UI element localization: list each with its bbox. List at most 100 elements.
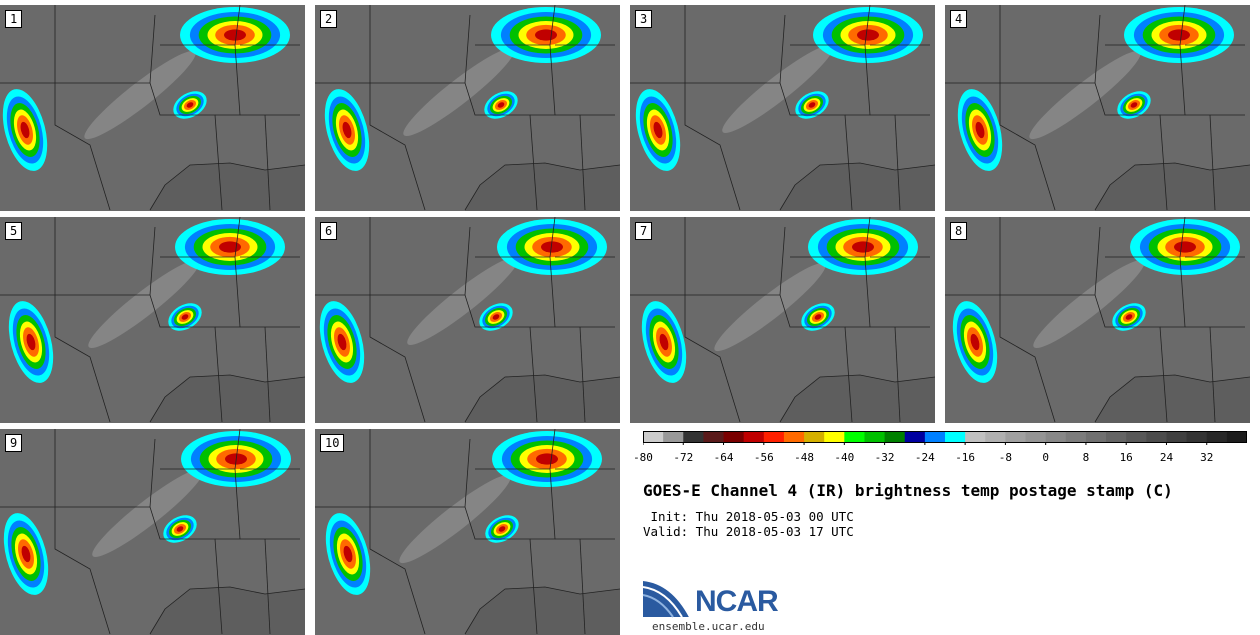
member-label: 8 <box>950 222 968 240</box>
state-boundary <box>464 294 538 423</box>
cloud-top-contour <box>852 241 874 253</box>
colorbar-swatch <box>985 431 1006 443</box>
cloud-top-contour <box>337 333 347 351</box>
gulf-area <box>150 587 305 635</box>
state-boundary <box>779 82 853 211</box>
state-boundary <box>464 162 620 211</box>
state-boundary <box>0 506 111 635</box>
colorbar-tick-label: -24 <box>914 451 935 464</box>
colorbar-swatch <box>884 431 906 443</box>
colorbar-swatch <box>1005 431 1027 443</box>
colorbar-swatch <box>683 431 704 443</box>
cloud-top-contour <box>497 102 505 108</box>
colorbar-swatch <box>1186 431 1208 443</box>
gulf-area <box>465 163 620 211</box>
colorbar-swatch <box>965 431 986 443</box>
cloud-top-contour <box>535 29 557 41</box>
cloud-top-contour <box>808 102 816 108</box>
state-boundary <box>1094 374 1250 423</box>
cloud-top-contour <box>1125 314 1133 320</box>
cloud-top-contour <box>498 526 506 532</box>
stamp-panel: 8 <box>945 217 1250 423</box>
state-boundary <box>894 114 901 211</box>
state-boundary <box>779 162 935 211</box>
stamp-panel: 1 <box>0 5 305 211</box>
state-boundary <box>464 374 620 423</box>
state-boundary <box>579 326 586 423</box>
state-boundary <box>1094 82 1168 211</box>
gulf-area <box>465 375 620 423</box>
colorbar-swatch <box>663 431 684 443</box>
state-boundary <box>779 294 853 423</box>
state-boundary <box>149 82 223 211</box>
ncar-logo-text: NCAR <box>695 585 779 618</box>
stamp-panel: 9 <box>0 429 305 635</box>
ncar-logo-icon <box>642 579 691 618</box>
state-boundary <box>264 538 271 635</box>
stamp-map <box>0 217 305 423</box>
cloud-streak <box>1029 50 1141 140</box>
colorbar-swatch <box>703 431 725 443</box>
cloud-top-contour <box>857 29 879 41</box>
stamp-panel: 4 <box>945 5 1250 211</box>
cloud-streak <box>92 468 204 557</box>
cloud-top-contour <box>224 29 246 41</box>
state-boundary <box>630 294 741 423</box>
state-boundary <box>1209 114 1216 211</box>
stamp-panel: 5 <box>0 217 305 423</box>
gulf-area <box>780 163 935 211</box>
colorbar-tick-label: 16 <box>1119 451 1133 464</box>
state-boundary <box>0 294 111 423</box>
valid-time: Valid: Thu 2018-05-03 17 UTC <box>643 524 854 539</box>
colorbar-tick-label: 24 <box>1159 451 1174 464</box>
cloud-top-contour <box>492 314 500 320</box>
cloud-top-contour <box>536 453 558 465</box>
colorbar-swatch <box>723 431 745 443</box>
state-boundary <box>945 82 1056 211</box>
colorbar-swatch <box>783 431 805 443</box>
colorbar-swatch <box>763 431 785 443</box>
stamp-map <box>0 429 305 635</box>
colorbar-swatch <box>743 431 765 443</box>
state-boundary <box>464 506 538 635</box>
member-label: 5 <box>5 222 23 240</box>
stamp-map <box>630 217 935 423</box>
stamp-panel: 2 <box>315 5 620 211</box>
colorbar-swatch <box>1025 431 1047 443</box>
gulf-area <box>150 163 305 211</box>
colorbar-swatch <box>924 431 946 443</box>
stamp-panel: 3 <box>630 5 935 211</box>
member-label: 6 <box>320 222 338 240</box>
state-boundary <box>894 326 901 423</box>
member-label: 7 <box>635 222 653 240</box>
colorbar-border <box>643 431 1247 443</box>
member-label: 4 <box>950 10 968 28</box>
colorbar-swatch <box>643 431 664 443</box>
colorbar-tick-label: 32 <box>1200 451 1214 464</box>
site-url: ensemble.ucar.edu <box>652 620 765 633</box>
stamp-map <box>315 5 620 211</box>
colorbar-swatch <box>804 431 825 443</box>
colorbar-tick-label: -32 <box>874 451 895 464</box>
cloud-top-contour <box>653 121 663 139</box>
cloud-streak <box>722 44 834 133</box>
cloud-top-contour <box>343 545 353 563</box>
colorbar-tick-label: 0 <box>1042 451 1049 464</box>
colorbar-tick-label: 8 <box>1082 451 1090 464</box>
cloud-streak <box>88 259 200 349</box>
gulf-area <box>465 587 620 635</box>
colorbar-tick-label: -40 <box>834 451 855 464</box>
state-boundary <box>464 586 620 635</box>
gulf-area <box>150 375 305 423</box>
state-boundary <box>149 374 305 423</box>
cloud-top-contour <box>186 102 194 108</box>
cloud-streak <box>1033 259 1145 349</box>
state-boundary <box>315 82 426 211</box>
cloud-streak <box>84 50 196 140</box>
member-label: 1 <box>5 10 23 28</box>
cloud-top-contour <box>176 526 184 532</box>
cloud-top-contour <box>975 121 985 139</box>
state-boundary <box>779 374 935 423</box>
init-time: Init: Thu 2018-05-03 00 UTC <box>643 509 854 524</box>
colorbar-swatch <box>1106 431 1127 443</box>
